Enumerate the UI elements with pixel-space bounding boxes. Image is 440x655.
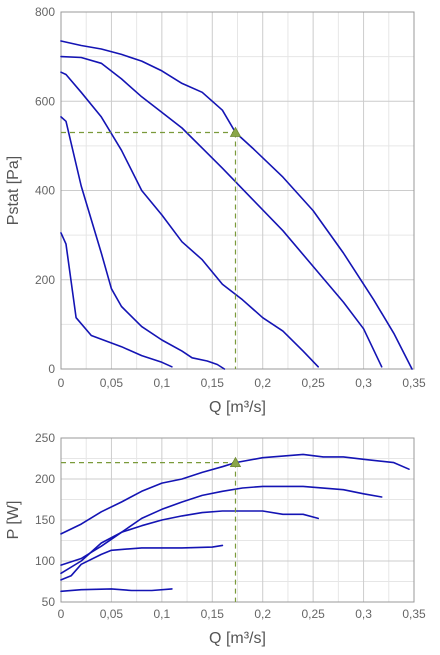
pressure-chart: 0 0,05 0,1 0,15 0,2 0,25 0,3 0,35 0 200 400 600 800 Q… (5, 5, 426, 416)
power-y-tick-label: 150 (35, 513, 55, 527)
pressure-y-axis-label: Pstat [Pa] (5, 156, 22, 225)
pressure-y-tick-label: 200 (35, 273, 55, 287)
pressure-frame (60, 11, 415, 370)
pressure-operating-point-marker (229, 126, 242, 137)
power-x-tick-label: 0,2 (254, 607, 271, 621)
power-curve-1 (60, 453, 410, 535)
pressure-x-tick-label: 0,35 (402, 376, 426, 390)
pressure-x-tick-label: 0,15 (201, 376, 225, 390)
pressure-curve-4 (60, 116, 226, 370)
pressure-x-tick-label: 0 (58, 376, 65, 390)
pressure-x-tick-label: 0,05 (100, 376, 124, 390)
power-x-tick-label: 0,35 (402, 607, 426, 621)
pressure-x-tick-label: 0,3 (355, 376, 372, 390)
pressure-curve-2 (60, 55, 383, 368)
pressure-curve-3 (60, 71, 320, 368)
power-operating-point-marker (229, 456, 242, 468)
pressure-x-axis-label: Q [m³/s] (209, 399, 266, 416)
power-y-tick-label: 50 (42, 595, 56, 609)
power-curve-4 (60, 544, 224, 581)
pressure-y-tick-label: 600 (35, 94, 55, 108)
pressure-y-tick-label: 400 (35, 184, 55, 198)
pressure-y-tick-label: 0 (48, 362, 55, 376)
pressure-curves (60, 40, 413, 370)
power-x-tick-label: 0,15 (201, 607, 225, 621)
power-x-axis-label: Q [m³/s] (209, 630, 266, 647)
power-curve-5 (60, 588, 173, 593)
pressure-curve-5 (60, 232, 173, 368)
power-y-axis-label: P [W] (5, 501, 22, 540)
power-y-tick-label: 200 (35, 472, 55, 486)
power-curve-2 (60, 485, 383, 566)
power-x-tick-label: 0 (58, 607, 65, 621)
power-y-tick-label: 250 (35, 431, 55, 445)
pressure-y-tick-label: 800 (35, 5, 55, 19)
power-y-tick-label: 100 (35, 554, 55, 568)
power-curve-3 (60, 510, 320, 575)
power-x-tick-label: 0,3 (355, 607, 372, 621)
pressure-x-tick-label: 0,25 (301, 376, 325, 390)
power-x-tick-label: 0,05 (100, 607, 124, 621)
pressure-x-tick-label: 0,2 (254, 376, 271, 390)
power-chart: 0 0,05 0,1 0,15 0,2 0,25 0,3 0,35 50 100 150 200 250… (5, 431, 426, 647)
power-frame (60, 437, 415, 603)
pressure-x-tick-label: 0,1 (154, 376, 171, 390)
power-x-tick-label: 0,1 (154, 607, 171, 621)
pressure-curve-1 (60, 40, 413, 370)
power-curves (60, 453, 410, 593)
power-x-tick-label: 0,25 (301, 607, 325, 621)
